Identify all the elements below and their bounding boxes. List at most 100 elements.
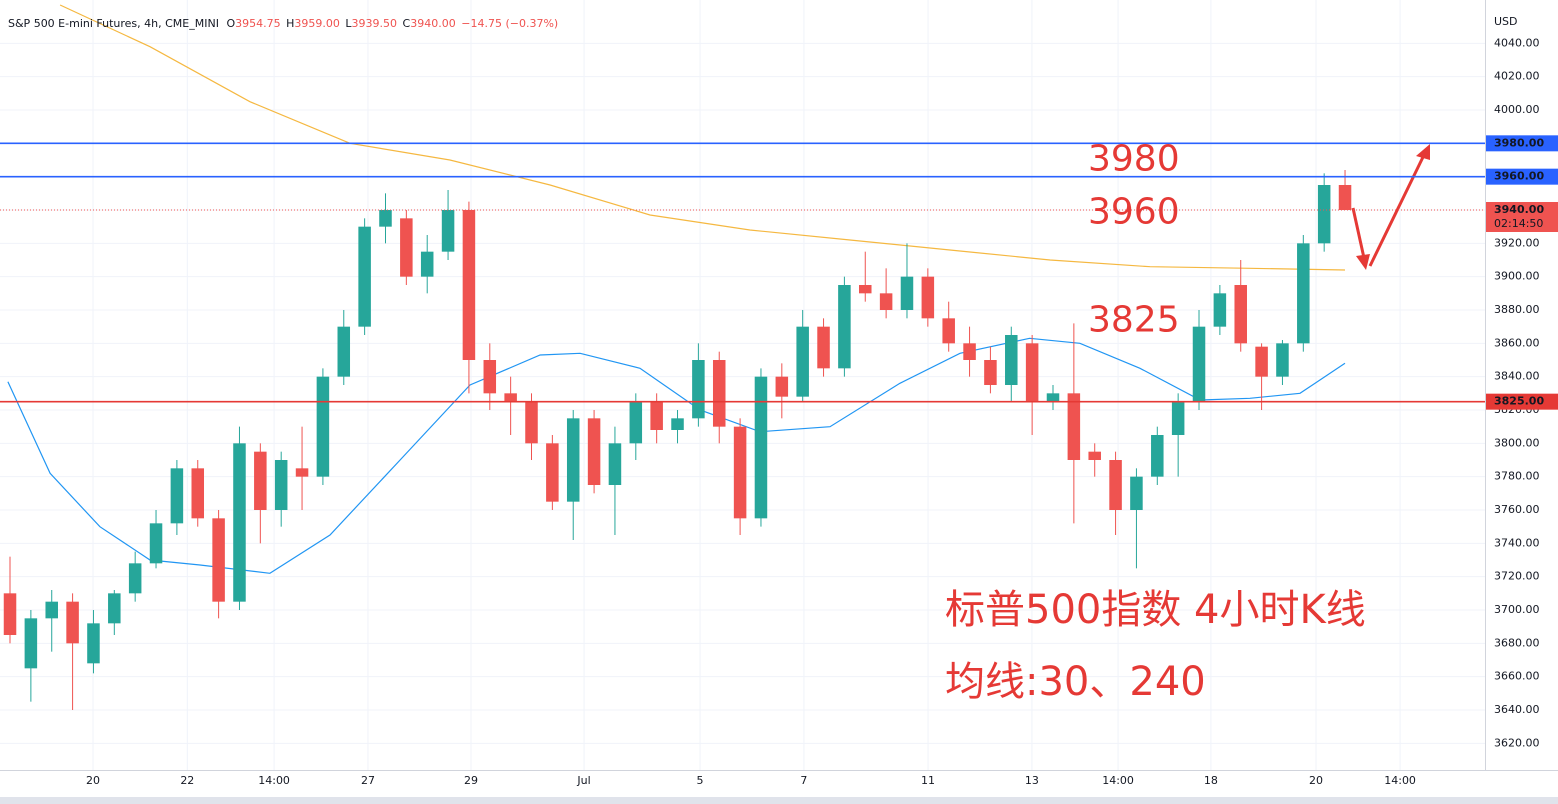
- candle-body: [1109, 460, 1122, 510]
- candle-body: [170, 468, 184, 524]
- y-tick-label: 3740.00: [1494, 536, 1540, 549]
- candle-body: [1130, 476, 1143, 510]
- x-tick-label: 14:00: [1102, 774, 1134, 787]
- y-tick-label: 3760.00: [1494, 503, 1540, 516]
- candle-body: [24, 618, 38, 669]
- candle-body: [650, 401, 663, 430]
- level-badge: [1486, 202, 1558, 232]
- x-tick-label: 11: [921, 774, 935, 787]
- o-value: 3954.75: [235, 17, 281, 30]
- candle-body: [1213, 293, 1227, 327]
- candle-body: [149, 523, 163, 564]
- candle-body: [1067, 393, 1081, 460]
- y-tick-label: 4000.00: [1494, 103, 1540, 116]
- arrowhead: [1416, 144, 1430, 160]
- candle-body: [879, 293, 893, 310]
- h-value: 3959.00: [294, 17, 340, 30]
- candle-body: [316, 376, 330, 477]
- candle-body: [66, 601, 79, 644]
- caption: 标普500指数 4小时K线: [945, 587, 1366, 633]
- candle-body: [566, 418, 580, 502]
- arrowhead: [1356, 254, 1370, 270]
- level-label: 3980.00: [1494, 136, 1544, 149]
- level-label: 3960.00: [1494, 170, 1544, 183]
- candle-body: [379, 210, 392, 227]
- candle-body: [921, 276, 935, 319]
- plot: [3, 4, 1352, 710]
- candle-body: [420, 251, 434, 277]
- arrows: [1351, 154, 1426, 267]
- x-tick-label: 20: [1309, 774, 1323, 787]
- level-label: 3825.00: [1494, 395, 1544, 408]
- candle-body: [1317, 185, 1331, 244]
- candle-body: [45, 601, 58, 619]
- candle-body: [191, 468, 205, 519]
- o-label: O: [226, 17, 235, 30]
- y-tick-label: 3620.00: [1494, 736, 1540, 749]
- c-label: C: [403, 17, 411, 30]
- candle-body: [504, 393, 517, 402]
- candle-body: [817, 326, 830, 369]
- x-tick-label: 5: [697, 774, 704, 787]
- arrow-up: [1368, 154, 1426, 267]
- level-badge: [1486, 135, 1558, 152]
- y-tick-label: 3800.00: [1494, 436, 1540, 449]
- candle-body: [942, 318, 955, 344]
- annotation: 3960: [1088, 192, 1180, 233]
- candle-body: [274, 460, 288, 510]
- y-tick-label: 3640.00: [1494, 703, 1540, 716]
- candle-body: [295, 468, 309, 477]
- x-tick-label: 18: [1204, 774, 1218, 787]
- candle-body: [87, 623, 100, 664]
- x-tick-label: Jul: [576, 774, 590, 787]
- candle-body: [1276, 343, 1289, 377]
- symbol: S&P 500 E-mini Futures, 4h, CME_MINI: [8, 17, 219, 30]
- candle-body: [608, 443, 622, 485]
- candle-body: [462, 210, 476, 360]
- candle-body: [233, 443, 246, 602]
- candle-body: [1255, 346, 1268, 377]
- grid: [0, 0, 1485, 770]
- candle-body: [692, 360, 705, 419]
- y-tick-label: 3700.00: [1494, 603, 1540, 616]
- candle-body: [1338, 185, 1352, 210]
- candle-body: [1025, 343, 1039, 402]
- candle-body: [1297, 243, 1310, 344]
- moving-average: [59, 4, 1346, 271]
- candle-body: [963, 343, 976, 360]
- y-tick-label: 3840.00: [1494, 370, 1540, 383]
- moving-average: [7, 337, 1346, 574]
- x-tick-label: 13: [1025, 774, 1039, 787]
- candle-body: [358, 226, 371, 327]
- candle-body: [671, 418, 684, 430]
- caption: 均线:30、240: [945, 659, 1206, 705]
- candle-body: [1046, 393, 1060, 402]
- y-tick-label: 3680.00: [1494, 636, 1540, 649]
- x-tick-label: 14:00: [1384, 774, 1416, 787]
- level-badge: [1486, 168, 1558, 185]
- y-tick-label: 3860.00: [1494, 336, 1540, 349]
- countdown: 02:14:50: [1494, 217, 1543, 230]
- y-tick-label: 3660.00: [1494, 670, 1540, 683]
- candle-body: [859, 285, 872, 294]
- c-value: 3940.00: [410, 17, 456, 30]
- x-tick-label: 22: [180, 774, 194, 787]
- candle-body: [775, 376, 789, 397]
- annotation: 3825: [1088, 300, 1180, 341]
- l-value: 3939.50: [352, 17, 398, 30]
- candle-body: [400, 218, 413, 277]
- l-label: L: [345, 17, 352, 30]
- x-tick-label: 20: [86, 774, 100, 787]
- y-tick-label: 4020.00: [1494, 70, 1540, 83]
- candle-body: [546, 443, 559, 502]
- candle-body: [629, 401, 643, 444]
- scrollbar: [0, 797, 1558, 804]
- candle-body: [1151, 435, 1164, 477]
- candle-body: [1234, 285, 1247, 344]
- candle-body: [254, 451, 267, 510]
- x-tick-label: 7: [800, 774, 807, 787]
- header: S&P 500 E-mini Futures, 4h, CME_MINI O39…: [8, 17, 558, 30]
- y-tick-label: 3920.00: [1494, 236, 1540, 249]
- candle-body: [733, 426, 747, 519]
